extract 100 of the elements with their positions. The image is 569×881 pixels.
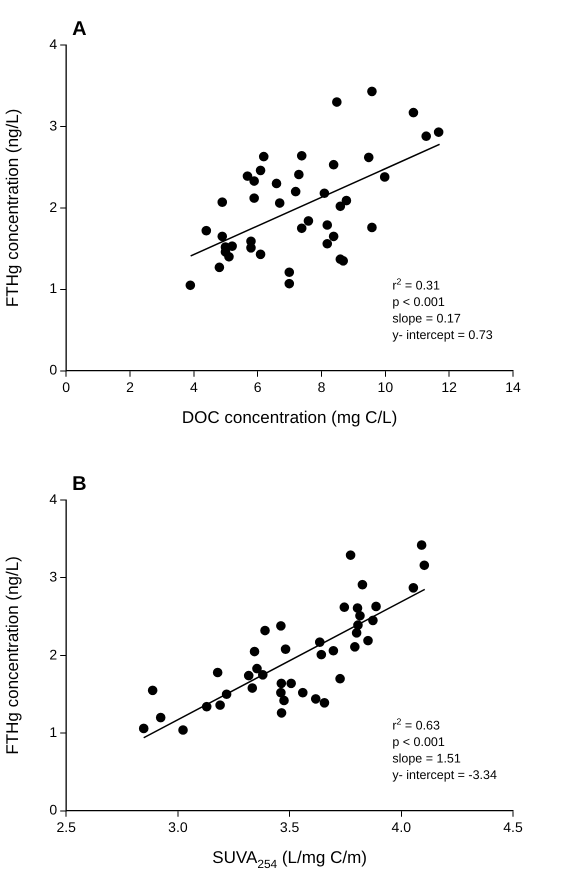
annotation: y- intercept = -3.34 [392, 768, 497, 782]
point [201, 226, 212, 236]
point [247, 683, 258, 693]
point [276, 688, 286, 698]
point [249, 176, 259, 186]
point [272, 178, 282, 188]
point [258, 670, 268, 680]
y-tick-label: 3 [49, 568, 58, 585]
annotation: slope = 0.17 [392, 311, 461, 326]
x-tick-label: 2.5 [56, 819, 76, 836]
point [342, 196, 352, 206]
point [256, 250, 266, 260]
y-tick-label: 1 [49, 724, 58, 740]
point [355, 610, 365, 621]
point [352, 628, 362, 638]
point [367, 86, 377, 96]
point [335, 674, 345, 684]
point [284, 278, 294, 288]
y-tick-label: 2 [49, 198, 58, 215]
point [338, 256, 348, 266]
point [202, 702, 212, 712]
point [250, 646, 260, 656]
point [212, 668, 222, 678]
point [249, 193, 259, 203]
point [353, 620, 363, 630]
y-tick-label: 3 [49, 117, 58, 134]
point [252, 664, 262, 674]
y-tick-label: 2 [49, 646, 58, 662]
x-tick-label: 4 [190, 379, 198, 396]
point [215, 700, 225, 710]
annotation: slope = 1.51 [392, 751, 461, 766]
x-tick-label: 0 [62, 379, 70, 396]
point [296, 150, 307, 161]
x-tick-label: 10 [378, 379, 394, 396]
point [260, 626, 270, 636]
point [368, 616, 378, 626]
point [294, 170, 304, 180]
point [434, 127, 444, 137]
point [380, 172, 390, 182]
point [416, 540, 426, 550]
point [214, 262, 224, 272]
point [227, 241, 237, 251]
point [408, 108, 418, 118]
point [217, 232, 228, 242]
point [314, 637, 325, 647]
point [350, 642, 360, 652]
point [346, 550, 356, 560]
point [256, 166, 266, 176]
x-tick-label: 12 [441, 379, 458, 396]
point [363, 636, 373, 646]
annotation: p < 0.001 [392, 734, 445, 749]
y-tick-label: 1 [49, 280, 58, 296]
point [222, 689, 232, 700]
x-tick-label: 4.0 [392, 819, 412, 836]
y-tick-label: 0 [49, 802, 58, 818]
point [420, 560, 430, 570]
point [304, 216, 314, 226]
chart-title: A [72, 18, 87, 40]
point [186, 280, 196, 290]
point [217, 197, 228, 207]
point [156, 712, 166, 722]
point [367, 222, 377, 232]
point [364, 152, 374, 162]
point [244, 670, 254, 680]
chart-title: B [72, 473, 87, 495]
x-axis-title: DOC concentration (mg C/L) [182, 408, 398, 427]
point [322, 238, 332, 249]
point [138, 724, 149, 734]
point [298, 688, 308, 698]
x-tick-label: 4.5 [503, 819, 523, 836]
annotation: p < 0.001 [392, 294, 445, 309]
point [284, 267, 294, 278]
x-tick-label: 3.0 [168, 819, 188, 836]
point [290, 186, 300, 196]
point [358, 580, 368, 590]
point [276, 621, 286, 631]
y-tick-label: 4 [49, 490, 58, 507]
point [274, 198, 284, 208]
point [258, 152, 269, 162]
point [279, 696, 289, 706]
point [352, 603, 362, 613]
point [296, 223, 307, 234]
x-tick-label: 8 [318, 379, 326, 396]
point [246, 243, 256, 253]
y-tick-label: 0 [49, 362, 58, 378]
point [328, 160, 338, 170]
point [148, 686, 158, 696]
point [421, 131, 431, 142]
point [371, 602, 381, 612]
annotation: y- intercept = 0.73 [392, 328, 493, 342]
point [332, 97, 342, 107]
point [286, 678, 296, 688]
point [178, 725, 188, 735]
y-axis-title: FTHg concentration (ng/L) [3, 556, 22, 755]
point [320, 188, 330, 198]
point [280, 644, 290, 654]
point [224, 252, 234, 262]
y-tick-label: 4 [49, 36, 58, 52]
point [242, 171, 252, 181]
x-tick-label: 6 [254, 379, 262, 396]
